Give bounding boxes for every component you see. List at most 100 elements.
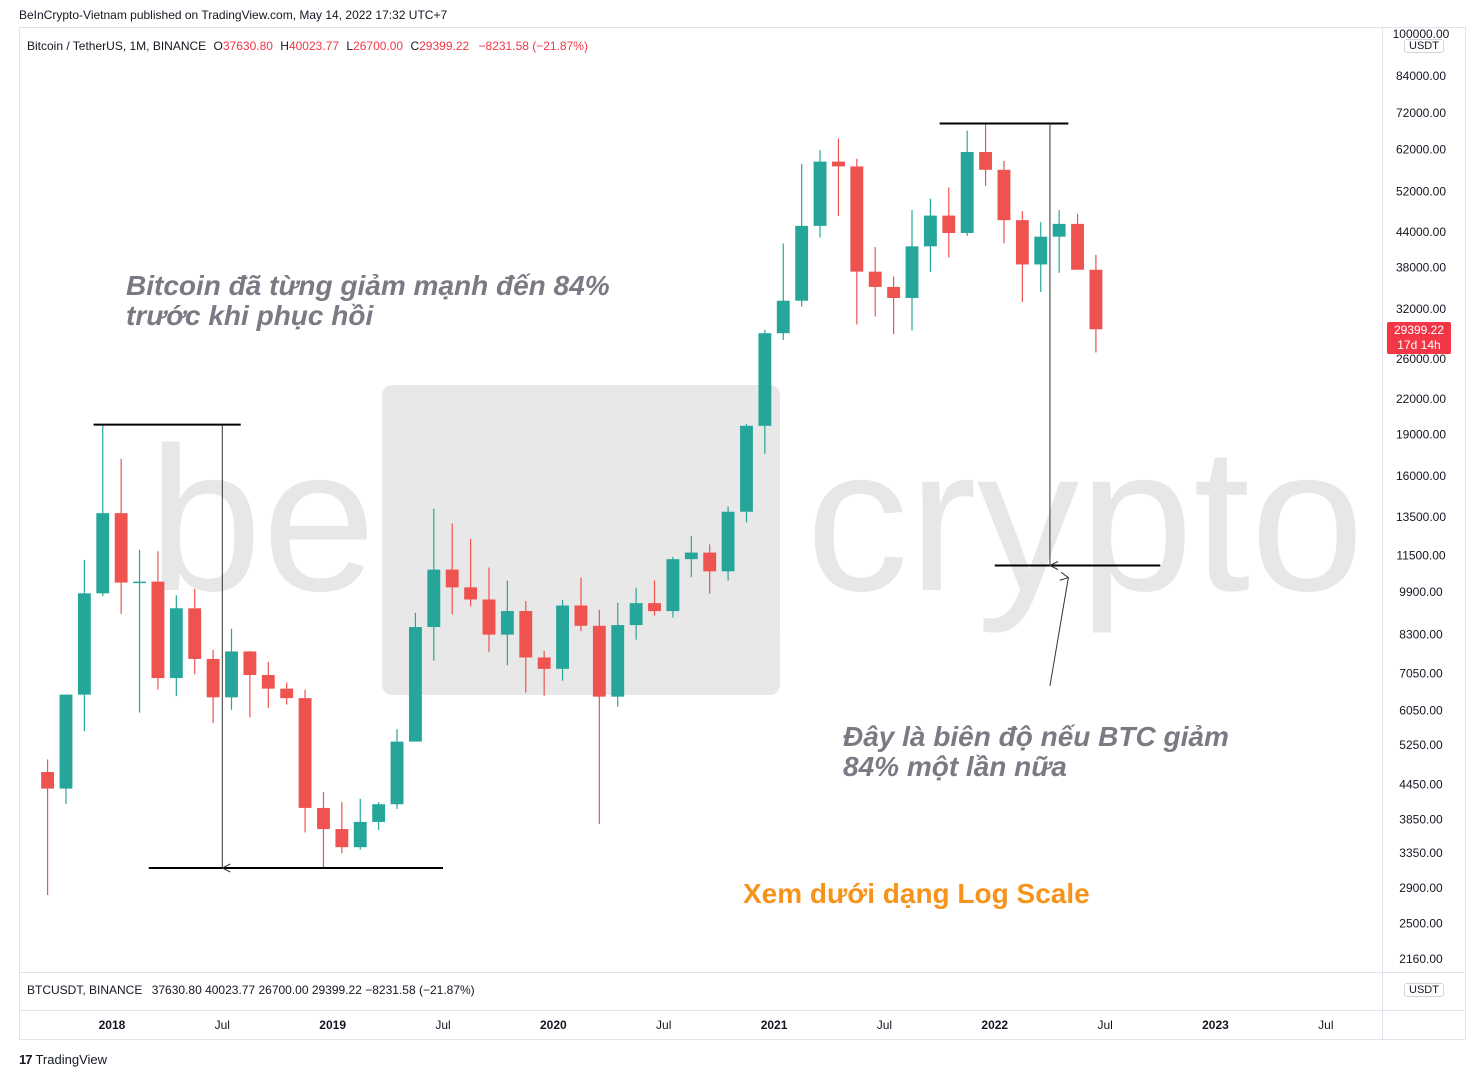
time-tick-label: Jul (1097, 1018, 1112, 1032)
candle-body (703, 552, 717, 572)
price-tick-label: 7050.00 (1399, 667, 1443, 681)
tradingview-brand: TradingView (35, 1052, 108, 1067)
watermark-logo: be crypto (148, 385, 1364, 695)
candle-body (353, 821, 367, 848)
price-tick-label: 72000.00 (1396, 106, 1446, 120)
price-tick-label: 32000.00 (1396, 302, 1446, 316)
price-tick-label: 38000.00 (1396, 260, 1446, 274)
candle-body (317, 807, 330, 830)
annotation-left: Bitcoin đã từng giảm mạnh đến 84% trước … (126, 271, 610, 331)
candle-body (188, 608, 202, 659)
low-label: L (346, 39, 354, 53)
open-value: 37630.80 (222, 39, 273, 53)
candle-body (611, 625, 625, 697)
close-value: 29399.22 (419, 39, 470, 53)
high-label: H (280, 39, 289, 53)
price-tick-label: 6050.00 (1399, 704, 1443, 718)
candle-body (169, 608, 183, 679)
time-tick-label: 2023 (1202, 1018, 1229, 1032)
bottom-symbol: BTCUSDT, BINANCE (27, 983, 143, 997)
currency-badge-bottom[interactable]: USDT (1404, 983, 1444, 997)
symbol-name[interactable]: Bitcoin / TetherUS, 1M, BINANCE (27, 39, 207, 53)
candle-body (795, 225, 809, 301)
candle-body (500, 611, 514, 635)
candles-group (41, 123, 1103, 895)
time-tick-label: 2018 (99, 1018, 126, 1032)
change-value: −8231.58 (−21.87%) (478, 39, 588, 53)
time-tick-label: 2022 (981, 1018, 1008, 1032)
currency-badge-top[interactable]: USDT (1404, 39, 1444, 53)
candle-body (629, 603, 643, 626)
candle-body (942, 215, 956, 233)
last-price: 29399.22 (1393, 323, 1445, 337)
candle-body (997, 169, 1011, 221)
price-tick-label: 2160.00 (1399, 952, 1443, 966)
price-tick-label: 26000.00 (1396, 352, 1446, 366)
candle-body (648, 603, 661, 612)
bottom-bar-divider (19, 972, 1466, 973)
candle-body (1052, 223, 1066, 237)
candle-body (298, 698, 312, 808)
watermark-box (382, 385, 780, 695)
candle-body (1089, 269, 1103, 330)
candle-body (1015, 220, 1029, 265)
time-tick-label: Jul (656, 1018, 671, 1032)
candle-body (206, 658, 220, 698)
candle-body (519, 611, 533, 658)
chart-frame (19, 27, 1466, 1040)
price-tick-label: 52000.00 (1396, 185, 1446, 199)
close-label: C (410, 39, 420, 53)
candle-body (280, 688, 294, 699)
candle-body (556, 605, 569, 669)
annotation-left-line1: Bitcoin đã từng giảm mạnh đến 84% (126, 270, 610, 301)
time-tick-label: Jul (435, 1018, 450, 1032)
pointer-arrow[interactable] (1049, 578, 1068, 687)
time-tick-label: Jul (1318, 1018, 1333, 1032)
high-value: 40023.77 (288, 39, 340, 53)
price-tick-label: 19000.00 (1396, 428, 1446, 442)
tradingview-logo-icon: 17 (19, 1052, 33, 1067)
price-tick-label: 3350.00 (1399, 846, 1443, 860)
bottom-legend: BTCUSDT, BINANCE 37630.80 40023.77 26700… (27, 983, 475, 997)
candle-body (464, 587, 478, 600)
price-tick-label: 4450.00 (1399, 778, 1443, 792)
watermark-text-be: be (148, 405, 376, 634)
candle-body (666, 559, 680, 612)
symbol-legend[interactable]: Bitcoin / TetherUS, 1M, BINANCE O37630.8… (27, 39, 588, 53)
low-value: 26700.00 (353, 39, 404, 53)
price-tick-label: 5250.00 (1399, 738, 1443, 752)
candle-body (261, 675, 275, 689)
price-axis-divider (1382, 27, 1383, 1040)
annotation-right: Đây là biên độ nếu BTC giảm 84% một lần … (843, 722, 1229, 782)
open-label: O (213, 39, 223, 53)
candle-body (1034, 236, 1048, 265)
price-tick-label: 62000.00 (1396, 142, 1446, 156)
time-tick-label: 2021 (761, 1018, 788, 1032)
candle-body (850, 166, 864, 272)
candle-body (243, 651, 257, 676)
candle-body (96, 513, 110, 594)
candle-body (59, 694, 73, 789)
price-tick-label: 11500.00 (1396, 549, 1445, 563)
candle-body (758, 333, 772, 426)
watermark-text-crypto: crypto (806, 405, 1364, 634)
candle-body (887, 286, 901, 298)
candle-body (77, 593, 91, 695)
candle-body (592, 625, 606, 697)
candle-body (740, 425, 753, 512)
time-tick-label: Jul (877, 1018, 892, 1032)
time-tick-label: 2019 (319, 1018, 346, 1032)
candle-body (721, 511, 735, 572)
candle-body (537, 657, 551, 669)
tradingview-footer[interactable]: 17 TradingView (19, 1052, 107, 1067)
annotation-right-line1: Đây là biên độ nếu BTC giảm (843, 721, 1229, 752)
annotation-left-line2: trước khi phục hồi (126, 300, 374, 331)
candle-body (813, 161, 827, 226)
price-tick-label: 2900.00 (1399, 881, 1443, 895)
candle-body (427, 569, 441, 628)
publisher-line: BeInCrypto-Vietnam published on TradingV… (19, 8, 448, 22)
annotation-right-line2: 84% một lần nữa (843, 751, 1067, 782)
bottom-values: 37630.80 40023.77 26700.00 29399.22 −823… (151, 983, 475, 997)
candle-body (445, 569, 459, 588)
